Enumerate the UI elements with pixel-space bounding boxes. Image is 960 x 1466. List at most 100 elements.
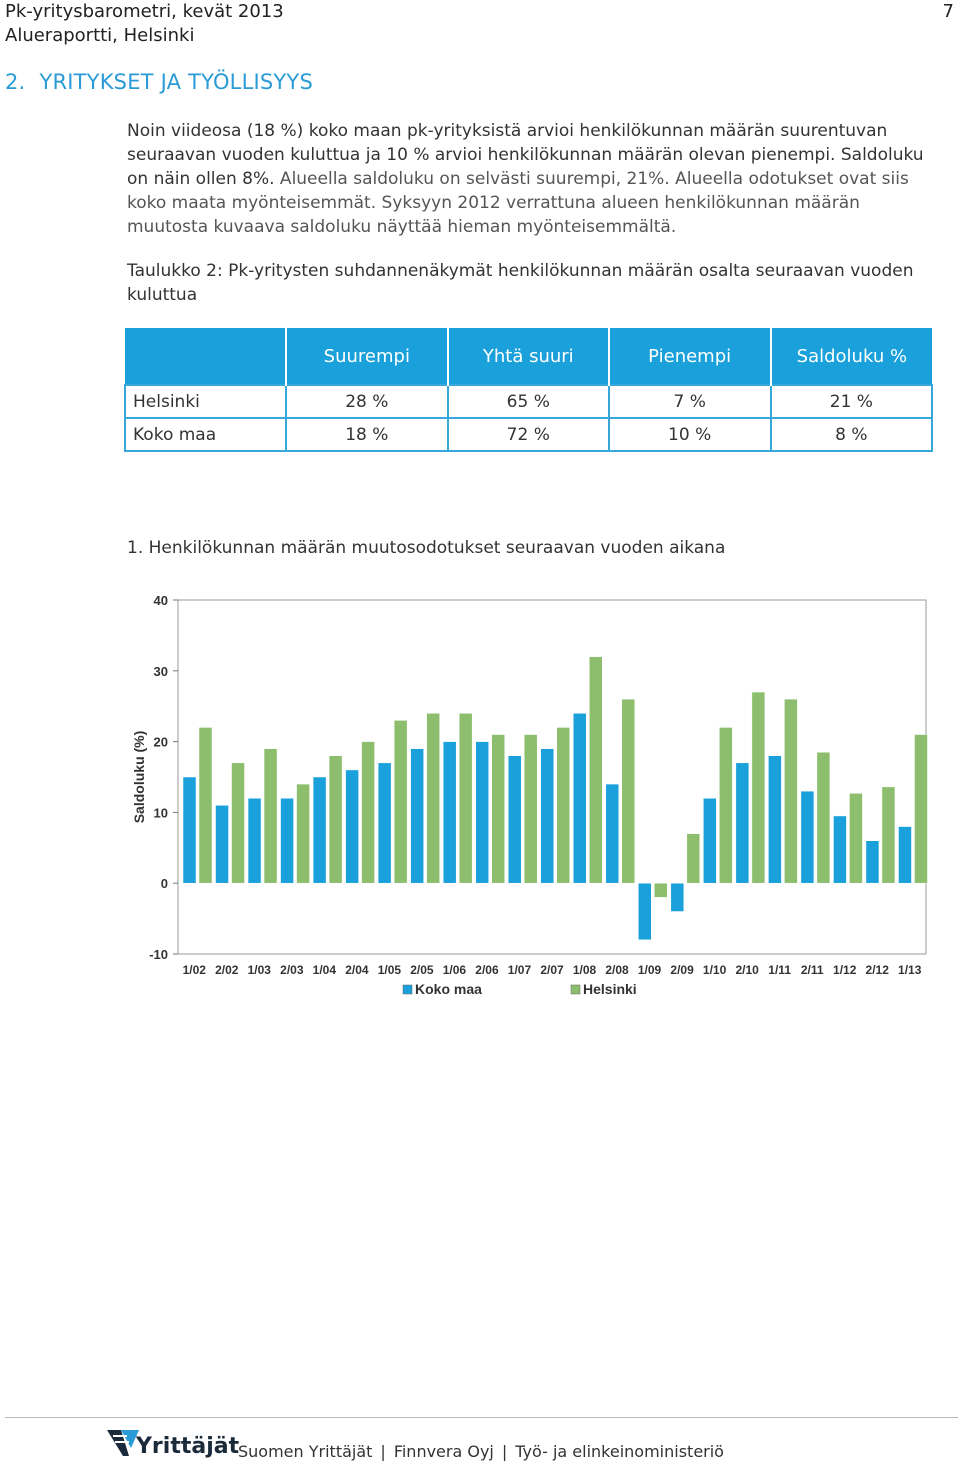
document-header: Pk-yritysbarometri, kevät 2013 Aluerapor… bbox=[5, 0, 284, 48]
x-tick-label: 2/09 bbox=[670, 963, 694, 977]
header-cell-pienempi: Pienempi bbox=[607, 328, 771, 385]
x-tick-label: 2/06 bbox=[475, 963, 499, 977]
header-cell-yhta-suuri: Yhtä suuri bbox=[446, 328, 609, 385]
bar-koko-maa bbox=[670, 882, 685, 912]
bar-helsinki bbox=[751, 691, 766, 884]
y-tick-label: 10 bbox=[154, 805, 168, 820]
bar-koko-maa bbox=[377, 762, 392, 884]
bar-helsinki bbox=[523, 734, 538, 884]
bar-helsinki bbox=[589, 656, 603, 884]
paragraph-part-1: Noin viideosa (18 %) koko maan pk-yrityk… bbox=[127, 121, 924, 189]
footer-divider bbox=[5, 1417, 958, 1418]
section-number: 2. bbox=[5, 70, 26, 94]
bar-helsinki bbox=[491, 734, 505, 884]
y-tick-label: 0 bbox=[161, 876, 168, 891]
legend-swatch bbox=[402, 984, 413, 995]
table-row: Helsinki 28 % 65 % 7 % 21 % bbox=[124, 384, 934, 419]
x-tick-label: 1/07 bbox=[508, 963, 532, 977]
header-cell-suurempi: Suurempi bbox=[284, 328, 448, 385]
legend-label: Koko maa bbox=[415, 981, 482, 997]
table-row: Koko maa 18 % 72 % 10 % 8 % bbox=[124, 417, 934, 452]
bar-helsinki bbox=[328, 755, 343, 884]
x-tick-label: 1/11 bbox=[768, 963, 791, 977]
table-cell: 7 % bbox=[607, 384, 772, 419]
x-tick-label: 1/13 bbox=[898, 963, 922, 977]
x-tick-label: 1/06 bbox=[443, 963, 467, 977]
bar-helsinki bbox=[719, 727, 733, 884]
x-tick-label: 2/03 bbox=[280, 963, 304, 977]
bar-helsinki bbox=[816, 751, 831, 884]
bar-helsinki bbox=[458, 713, 473, 884]
bar-helsinki bbox=[784, 698, 798, 884]
bar-koko-maa bbox=[442, 741, 457, 884]
bar-koko-maa bbox=[540, 748, 554, 884]
x-tick-label: 1/09 bbox=[638, 963, 662, 977]
bar-helsinki bbox=[914, 734, 928, 884]
x-tick-label: 2/05 bbox=[410, 963, 434, 977]
bar-helsinki bbox=[556, 727, 570, 884]
bar-koko-maa bbox=[345, 769, 359, 884]
bar-koko-maa bbox=[312, 776, 327, 884]
table-cell: 65 % bbox=[446, 384, 610, 419]
x-tick-label: 1/04 bbox=[313, 963, 337, 977]
bar-helsinki bbox=[231, 762, 245, 884]
footer-separator: | bbox=[380, 1442, 386, 1461]
table-cell: 10 % bbox=[607, 417, 772, 452]
bar-helsinki bbox=[198, 727, 213, 884]
header-title: Pk-yritysbarometri, kevät 2013 bbox=[5, 1, 284, 22]
footer-item: Työ- ja elinkeinoministeriö bbox=[515, 1442, 724, 1461]
y-tick-label: 30 bbox=[154, 664, 168, 679]
bar-helsinki bbox=[361, 741, 375, 884]
bar-koko-maa bbox=[280, 797, 294, 884]
bar-koko-maa bbox=[215, 805, 229, 884]
row-label: Koko maa bbox=[124, 417, 287, 452]
chart-title: 1. Henkilökunnan määrän muutosodotukset … bbox=[127, 538, 726, 558]
bar-koko-maa bbox=[833, 815, 847, 884]
bar-koko-maa bbox=[703, 797, 717, 884]
yrittajat-logo-icon bbox=[107, 1430, 139, 1456]
y-axis-label: Saldoluku (%) bbox=[131, 731, 147, 824]
legend-label: Helsinki bbox=[583, 981, 637, 997]
bar-koko-maa bbox=[247, 797, 262, 884]
bar-helsinki bbox=[296, 783, 310, 884]
bar-koko-maa bbox=[898, 826, 912, 884]
x-tick-label: 2/11 bbox=[801, 963, 824, 977]
bar-helsinki bbox=[881, 786, 896, 884]
section-title: YRITYKSET JA TYÖLLISYYS bbox=[39, 70, 313, 94]
x-tick-label: 1/05 bbox=[378, 963, 402, 977]
body-paragraph: Noin viideosa (18 %) koko maan pk-yrityk… bbox=[127, 119, 942, 239]
row-label: Helsinki bbox=[124, 384, 287, 419]
x-tick-label: 2/07 bbox=[540, 963, 564, 977]
bar-koko-maa bbox=[475, 741, 489, 884]
bar-koko-maa bbox=[410, 748, 424, 884]
legend-swatch bbox=[570, 984, 581, 995]
x-tick-label: 1/02 bbox=[183, 963, 207, 977]
table-cell: 18 % bbox=[284, 417, 449, 452]
x-tick-label: 1/08 bbox=[573, 963, 597, 977]
x-tick-label: 1/10 bbox=[703, 963, 727, 977]
x-tick-label: 1/03 bbox=[248, 963, 272, 977]
footer-item: Finnvera Oyj bbox=[393, 1442, 494, 1461]
bar-koko-maa bbox=[800, 790, 815, 884]
x-tick-label: 1/12 bbox=[833, 963, 857, 977]
table-cell: 21 % bbox=[769, 384, 934, 419]
table-cell: 8 % bbox=[769, 417, 934, 452]
x-tick-label: 2/08 bbox=[605, 963, 629, 977]
header-cell-blank bbox=[125, 328, 286, 385]
section-heading: 2. YRITYKSET JA TYÖLLISYYS bbox=[5, 70, 313, 94]
bar-koko-maa bbox=[735, 762, 750, 884]
table-caption: Taulukko 2: Pk-yritysten suhdannenäkymät… bbox=[127, 261, 914, 305]
bar-helsinki bbox=[849, 793, 863, 884]
bar-koko-maa bbox=[768, 755, 782, 884]
table-header-row: Suurempi Yhtä suuri Pienempi Saldoluku % bbox=[125, 328, 932, 385]
footer-item: Suomen Yrittäjät bbox=[238, 1442, 373, 1461]
bar-helsinki bbox=[426, 713, 440, 884]
bar-koko-maa bbox=[182, 776, 197, 884]
page-number: 7 bbox=[942, 1, 954, 22]
x-tick-label: 2/04 bbox=[345, 963, 369, 977]
bar-koko-maa bbox=[573, 713, 587, 884]
bar-helsinki bbox=[263, 748, 278, 884]
bar-koko-maa bbox=[638, 882, 652, 941]
bar-koko-maa bbox=[865, 840, 880, 884]
bar-koko-maa bbox=[507, 755, 522, 884]
